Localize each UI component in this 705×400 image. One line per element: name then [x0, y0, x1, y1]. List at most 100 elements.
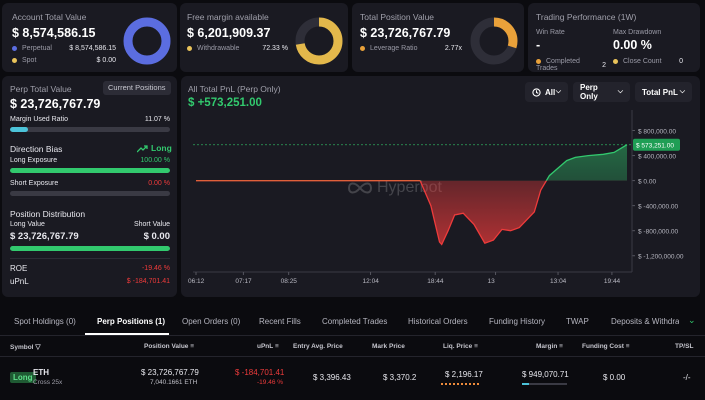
header-position-value[interactable]: Position Value ≡	[144, 343, 194, 350]
tab-completed-trades[interactable]: Completed Trades	[322, 317, 388, 326]
header-margin[interactable]: Margin ≡	[536, 343, 563, 350]
tab-twap[interactable]: TWAP	[566, 317, 589, 326]
all-filter-dropdown[interactable]: All ⌵	[525, 82, 568, 102]
account-donut-chart	[123, 17, 171, 65]
long-exposure-value: 100.00 %	[140, 157, 170, 164]
spot-value: $ 0.00	[96, 57, 116, 64]
header-divider	[0, 356, 705, 357]
pnl-chart-value: $ +573,251.00	[188, 97, 262, 109]
withdrawable-value: 72.33 %	[262, 45, 288, 52]
y-tick-label: $ 0.00	[638, 179, 656, 186]
win-rate-value: -	[536, 38, 541, 52]
tab-spot-holdings[interactable]: Spot Holdings (0)	[14, 317, 76, 326]
position-distribution-label: Position Distribution	[10, 209, 86, 219]
completed-trades-value: 2	[602, 61, 606, 69]
long-side-badge: Long	[10, 372, 36, 383]
close-count-label: Close Count	[623, 58, 662, 65]
liq-price-distance-bar	[441, 383, 481, 385]
tab-funding-history[interactable]: Funding History	[489, 317, 546, 326]
perpetual-dot-icon	[12, 45, 17, 51]
sort-icon: ≡	[190, 343, 195, 350]
tab-recent-fills[interactable]: Recent Fills	[259, 317, 301, 326]
free-margin-donut-chart	[295, 17, 343, 65]
pnl-chart: $ 800,000.00 $ 400,000.00 $ 0.00 $ -400,000…	[188, 110, 684, 285]
tpsl-cell[interactable]: -/-	[683, 373, 691, 382]
leverage-label: Leverage Ratio	[370, 45, 418, 52]
tab-deposits-withdrawals[interactable]: Deposits & Withdrav	[611, 317, 679, 326]
x-tick-label: 13	[488, 278, 496, 285]
upnl-row: uPnL $ -184,701.41	[10, 277, 170, 286]
roe-label: ROE	[10, 264, 28, 273]
tab-historical-orders[interactable]: Historical Orders	[408, 317, 468, 326]
header-mark-price[interactable]: Mark Price	[372, 343, 405, 350]
short-exposure-bar	[10, 191, 170, 196]
header-tpsl: TP/SL	[675, 343, 694, 350]
tabs-expand-chevron-icon[interactable]: ⌄	[688, 315, 696, 325]
completed-trades-row: Completed Trades 2	[536, 58, 606, 72]
total-pnl-dropdown[interactable]: Total PnL ⌵	[635, 82, 692, 102]
upnl-cell: $ -184,701.41	[235, 368, 285, 377]
performance-card: Trading Performance (1W) Win Rate - Max …	[528, 3, 700, 72]
x-tick-label: 06:12	[188, 278, 205, 285]
long-exposure-label: Long Exposure	[10, 157, 58, 164]
filter-icon[interactable]: ▽	[35, 344, 41, 351]
tab-perp-positions[interactable]: Perp Positions (1)	[97, 317, 166, 326]
x-tick-label: 07:17	[235, 278, 252, 285]
sort-icon: ≡	[474, 343, 478, 350]
close-count-dot-icon	[613, 58, 618, 64]
x-tick-label: 13:04	[550, 278, 567, 285]
roe-value: -19.46 %	[141, 265, 170, 272]
y-tick-label: $ 400,000.00	[638, 154, 676, 161]
direction-bias-value: Long	[151, 143, 172, 153]
header-funding-cost-label: Funding Cost	[582, 343, 624, 350]
tabs-divider	[0, 335, 705, 336]
leverage-donut-chart	[470, 17, 518, 65]
short-exposure-label: Short Exposure	[10, 180, 59, 187]
close-count-value: 0	[679, 58, 683, 65]
withdrawable-row: Withdrawable 72.33 %	[187, 45, 288, 52]
leverage-value: 2.77x	[444, 45, 462, 52]
mark-price-cell: $ 3,370.2	[383, 373, 417, 382]
perpetual-label: Perpetual	[22, 45, 52, 52]
perpetual-row: Perpetual $ 8,574,586.15	[12, 45, 116, 52]
header-entry-price[interactable]: Entry Avg. Price	[293, 343, 343, 350]
withdrawable-label: Withdrawable	[197, 45, 240, 52]
long-value: $ 23,726,767.79	[10, 231, 79, 242]
coin-symbol[interactable]: ETH	[33, 368, 49, 377]
perp-only-label: Perp Only	[580, 83, 598, 101]
position-size: 7,040.1661 ETH	[150, 379, 198, 386]
margin-used-row: Margin Used Ratio 11.07 %	[10, 116, 170, 123]
active-tab-underline	[85, 333, 169, 335]
perp-total-label: Perp Total Value	[10, 84, 72, 94]
sort-icon: ≡	[274, 343, 279, 350]
pnl-chart-title: All Total PnL (Perp Only)	[188, 84, 281, 94]
total-pnl-label: Total PnL	[642, 87, 678, 97]
funding-cost-cell: $ 0.00	[603, 373, 626, 382]
pnl-chart-panel: All Total PnL (Perp Only) $ +573,251.00 …	[181, 76, 700, 297]
value-amounts-row: $ 23,726,767.79 $ 0.00	[10, 231, 170, 242]
long-exposure-row: Long Exposure 100.00 %	[10, 157, 170, 164]
header-upnl[interactable]: uPnL ≡	[257, 343, 279, 350]
header-symbol[interactable]: Symbol ▽	[10, 343, 41, 351]
long-exposure-fill	[10, 168, 170, 173]
spot-label: Spot	[22, 57, 37, 64]
clock-icon	[532, 87, 541, 97]
header-liq-price[interactable]: Liq. Price ≡	[443, 343, 478, 350]
margin-used-label: Margin Used Ratio	[10, 116, 68, 123]
current-positions-button[interactable]: Current Positions	[103, 81, 171, 95]
header-funding-cost[interactable]: Funding Cost ≡	[582, 343, 630, 350]
divider	[10, 258, 170, 259]
y-tick-label: $ 800,000.00	[638, 129, 676, 136]
total-position-label: Total Position Value	[360, 12, 435, 22]
account-total-value: $ 8,574,586.15	[12, 26, 96, 40]
win-rate-label: Win Rate	[536, 29, 565, 36]
perpetual-value: $ 8,574,586.15	[69, 45, 116, 52]
position-distribution-bar	[10, 246, 170, 251]
tab-open-orders[interactable]: Open Orders (0)	[182, 317, 241, 326]
perp-only-dropdown[interactable]: Perp Only ⌵	[573, 82, 630, 102]
short-value-label: Short Value	[133, 221, 170, 228]
header-symbol-label: Symbol	[10, 344, 34, 351]
long-value-label: Long Value	[10, 221, 45, 228]
performance-title: Trading Performance (1W)	[536, 12, 637, 22]
long-exposure-bar	[10, 168, 170, 173]
